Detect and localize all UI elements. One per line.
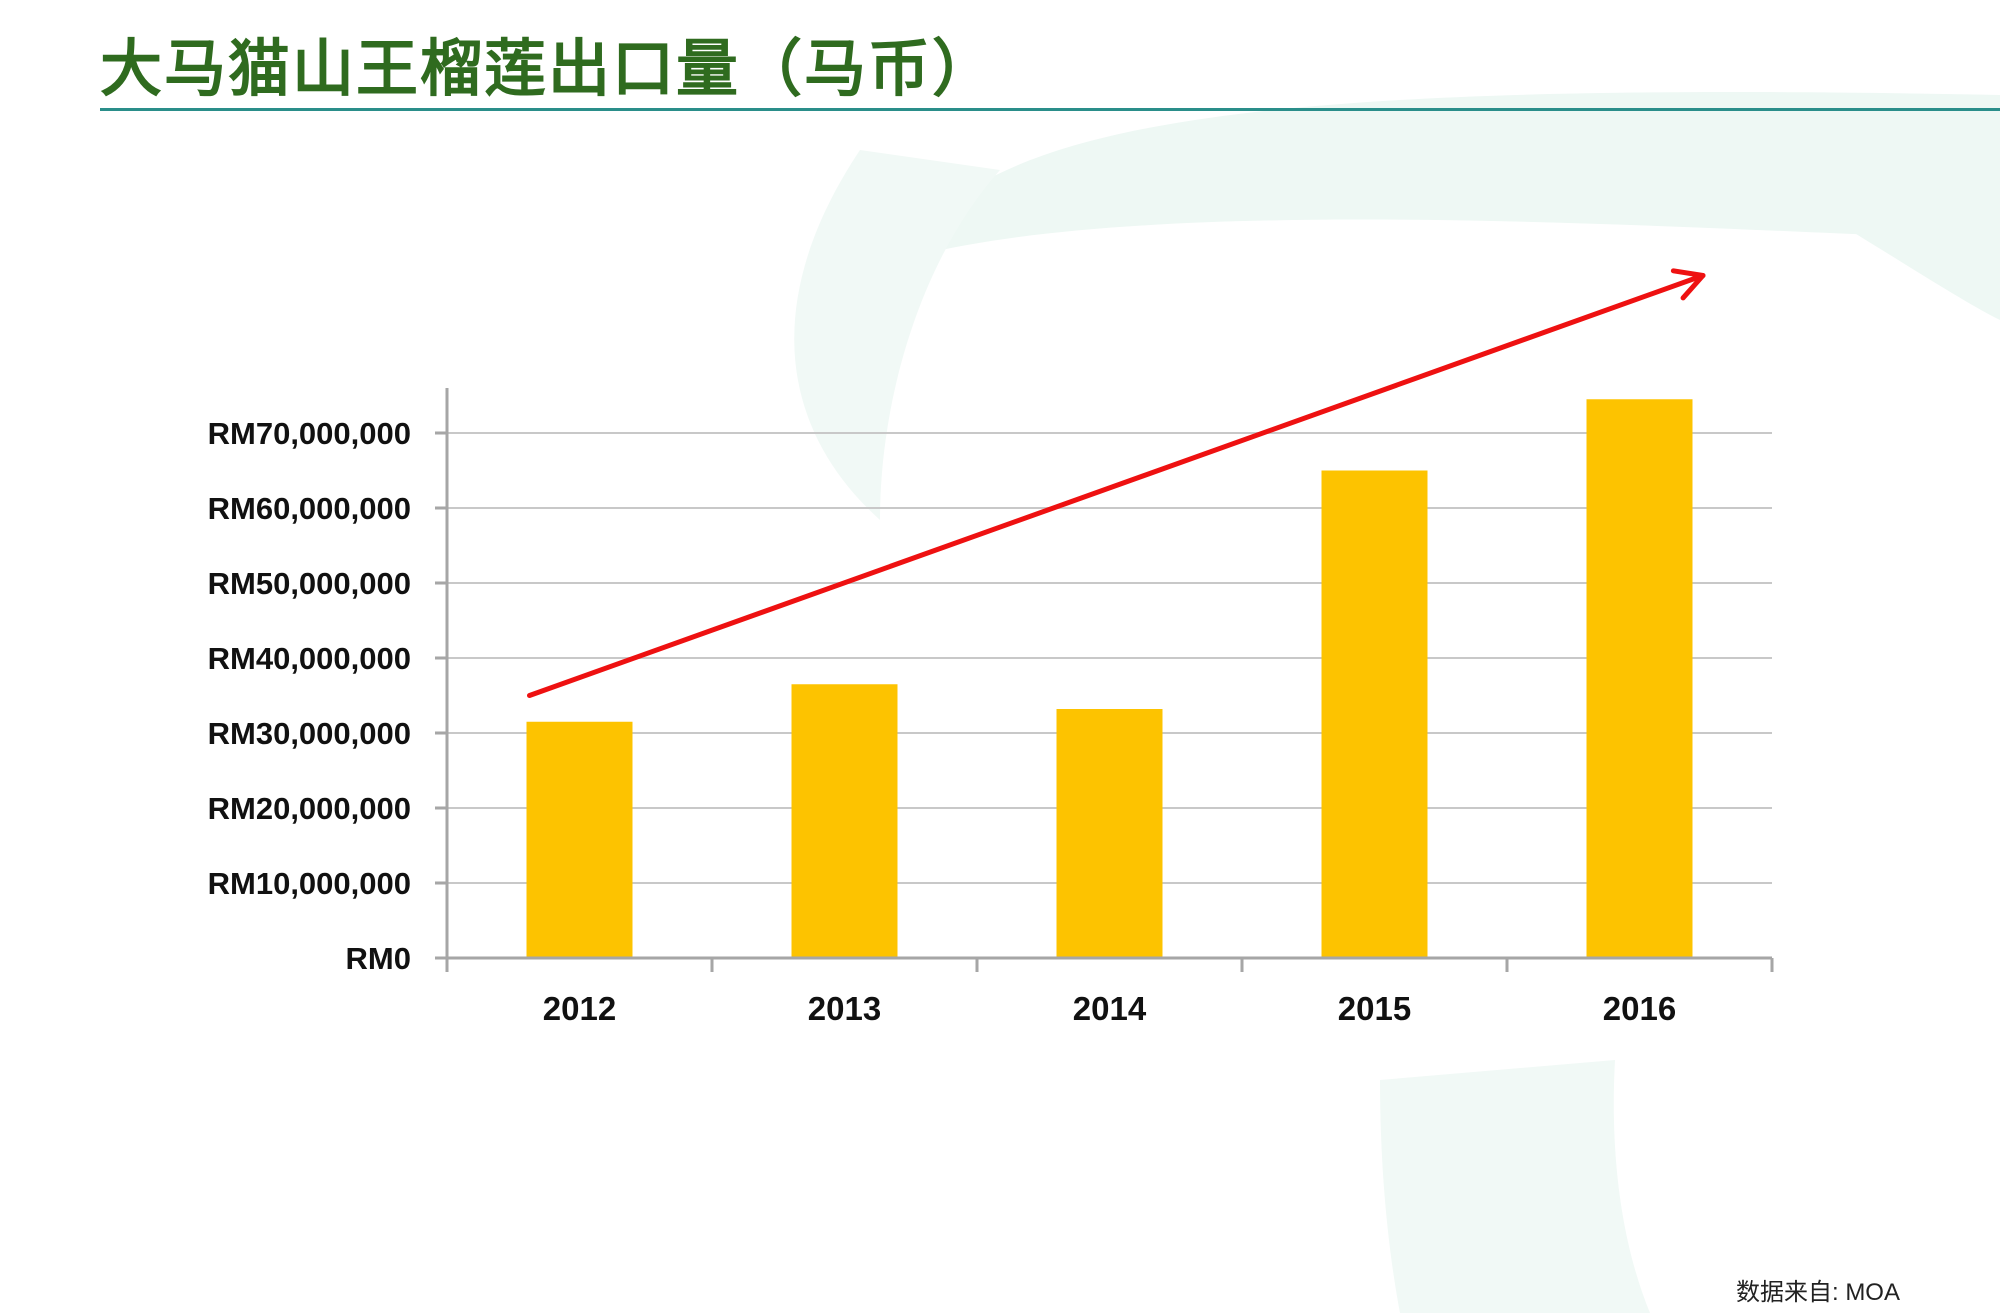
y-tick-label: RM20,000,000 [208, 791, 411, 826]
y-tick-label: RM60,000,000 [208, 491, 411, 526]
x-tick-label: 2012 [543, 990, 616, 1027]
x-tick-label: 2014 [1073, 990, 1147, 1027]
y-tick-label: RM10,000,000 [208, 866, 411, 901]
trend-arrow-shaft [527, 273, 1706, 698]
x-tick-label: 2016 [1603, 990, 1676, 1027]
title-divider [100, 108, 2000, 111]
bar-2016 [1586, 399, 1693, 958]
x-tick-label: 2015 [1338, 990, 1411, 1027]
trend-arrow-head [1670, 268, 1706, 301]
axes [435, 388, 1774, 972]
slide-title: 大马猫山王榴莲出口量（马币） [100, 32, 997, 105]
trend-arrow [527, 268, 1706, 698]
bar-2012 [526, 721, 633, 958]
y-tick-label: RM70,000,000 [208, 416, 411, 451]
bar-2015 [1321, 470, 1428, 958]
y-tick-label: RM40,000,000 [208, 641, 411, 676]
x-tick-labels: 2012 2013 2014 2015 2016 [543, 990, 1676, 1027]
y-tick-label: RM50,000,000 [208, 566, 411, 601]
y-tick-labels: RM0 RM10,000,000 RM20,000,000 RM30,000,000 R… [208, 416, 411, 976]
y-tick-label: RM0 [346, 941, 411, 976]
bar-2013 [791, 684, 898, 958]
y-tick-label: RM30,000,000 [208, 716, 411, 751]
source-note: 数据来自: MOA [1735, 1279, 1900, 1306]
background-swoosh-stem [1380, 1060, 1650, 1313]
background-swoosh-left [794, 150, 1000, 520]
background-swoosh-right [1800, 180, 2000, 320]
bar-2014 [1056, 709, 1163, 958]
bars [526, 399, 1693, 958]
x-tick-label: 2013 [808, 990, 881, 1027]
background-swoosh-top [900, 92, 2000, 260]
